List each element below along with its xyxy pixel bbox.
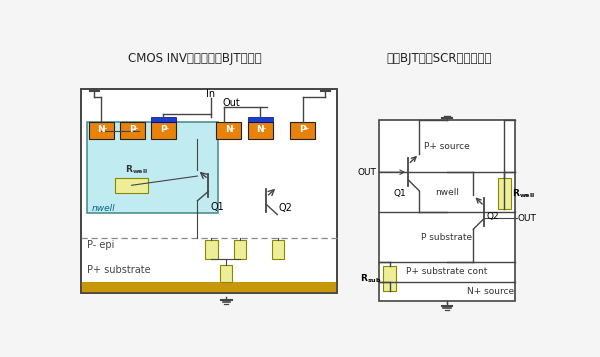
Text: Q1: Q1 bbox=[211, 202, 224, 212]
Text: P: P bbox=[160, 125, 167, 134]
Text: N: N bbox=[98, 125, 105, 134]
Bar bbox=[89, 122, 114, 139]
Text: +: + bbox=[261, 126, 266, 131]
Bar bbox=[205, 240, 218, 259]
Bar bbox=[248, 117, 272, 122]
Text: $\mathbf{R_{well}}$: $\mathbf{R_{well}}$ bbox=[125, 164, 148, 176]
Text: N: N bbox=[256, 125, 264, 134]
Text: P+ substrate: P+ substrate bbox=[86, 265, 150, 275]
Bar bbox=[115, 177, 148, 193]
Bar bbox=[498, 178, 511, 209]
Text: P: P bbox=[299, 125, 306, 134]
Text: Out: Out bbox=[223, 98, 241, 108]
Text: P substrate: P substrate bbox=[421, 233, 473, 242]
Text: Q2: Q2 bbox=[279, 203, 293, 213]
Bar bbox=[151, 117, 176, 122]
Text: P- epi: P- epi bbox=[86, 240, 114, 250]
Text: +: + bbox=[304, 126, 308, 131]
Bar bbox=[290, 122, 315, 139]
Text: nwell: nwell bbox=[435, 188, 459, 197]
Bar bbox=[383, 266, 396, 291]
Bar bbox=[248, 122, 272, 139]
Bar bbox=[120, 122, 145, 139]
Bar bbox=[81, 282, 337, 293]
Text: $\mathbf{R_{well}}$: $\mathbf{R_{well}}$ bbox=[512, 187, 535, 200]
Text: +: + bbox=[133, 126, 138, 131]
Text: OUT: OUT bbox=[358, 168, 376, 177]
Text: +: + bbox=[229, 126, 234, 131]
Text: P: P bbox=[129, 125, 136, 134]
Bar bbox=[234, 240, 246, 259]
Text: +: + bbox=[102, 126, 107, 131]
Text: +: + bbox=[164, 126, 169, 131]
Bar bbox=[379, 120, 515, 301]
Text: OUT: OUT bbox=[518, 214, 536, 223]
Bar bbox=[81, 89, 337, 293]
Text: Q2: Q2 bbox=[487, 212, 499, 221]
Text: N: N bbox=[224, 125, 232, 134]
Bar bbox=[151, 122, 176, 139]
Bar bbox=[220, 265, 232, 282]
Text: P+ source: P+ source bbox=[424, 141, 470, 151]
Text: CMOS INV与其寄生的BJT截面图: CMOS INV与其寄生的BJT截面图 bbox=[128, 52, 262, 65]
Bar bbox=[216, 122, 241, 139]
Text: $\mathbf{R_{sub}}$: $\mathbf{R_{sub}}$ bbox=[361, 272, 382, 285]
Text: 寄生BJT形成SCR的电路模型: 寄生BJT形成SCR的电路模型 bbox=[386, 52, 492, 65]
Text: Q1: Q1 bbox=[393, 189, 406, 198]
Bar bbox=[272, 240, 284, 259]
Text: N+ source: N+ source bbox=[467, 287, 514, 296]
Text: nwell: nwell bbox=[92, 204, 116, 213]
Bar bbox=[81, 89, 337, 293]
Text: P+ substrate cont: P+ substrate cont bbox=[406, 267, 488, 276]
Bar bbox=[88, 122, 218, 213]
Text: In: In bbox=[206, 90, 215, 100]
